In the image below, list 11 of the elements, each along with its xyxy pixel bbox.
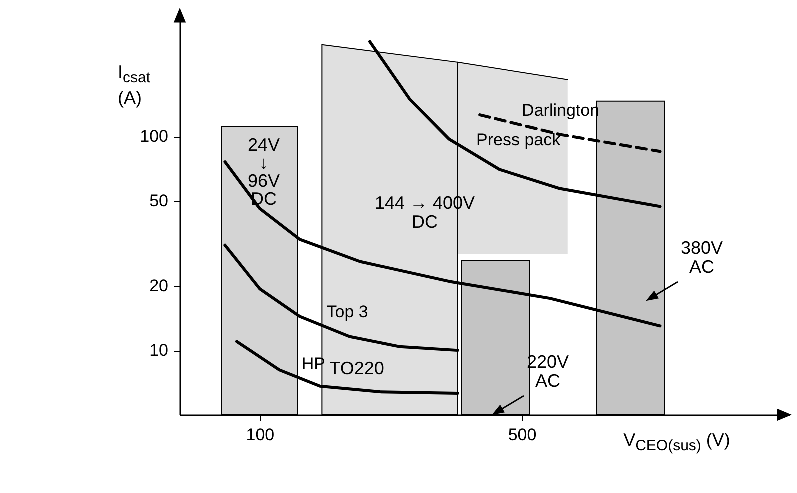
y-tick-label: 20 [150,276,168,296]
annotation: 380V AC [680,238,724,277]
series-label: Top 3 [326,302,368,322]
x-axis-title: V$_{CEO(sus)}$ (V) [622,430,732,456]
annotation: TO220 [330,358,384,378]
y-axis-title: I$_{csat}$ (A) [118,62,152,110]
y-tick-label: 10 [150,341,168,360]
y-tick-label: 50 [150,191,168,210]
y-tick-label: 100 [140,127,168,146]
series-label: Press pack [476,130,562,150]
x-tick-label: 500 [508,426,537,444]
